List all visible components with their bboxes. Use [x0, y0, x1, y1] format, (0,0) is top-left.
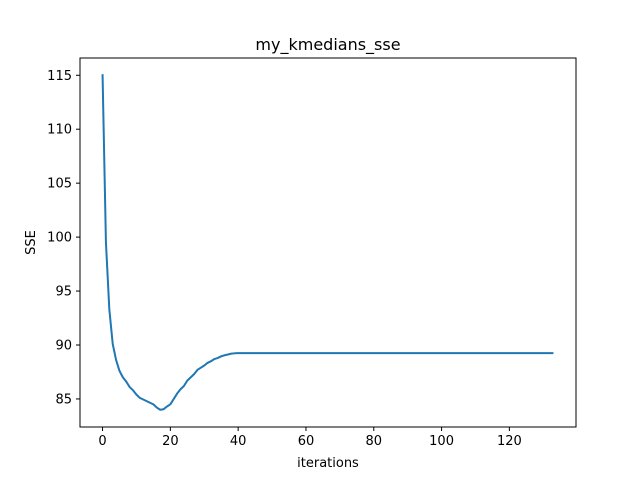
y-tick-label: 100: [47, 231, 72, 246]
y-tick-label: 95: [55, 285, 72, 300]
x-tick-label: 120: [497, 434, 522, 449]
y-axis: 85 90 95 100 105 110 115: [47, 69, 80, 407]
y-tick-label: 85: [55, 392, 72, 407]
y-tick-label: 110: [47, 123, 72, 138]
y-axis-label: SSE: [24, 230, 39, 255]
x-tick-label: 20: [162, 434, 179, 449]
chart-title: my_kmedians_sse: [255, 35, 400, 55]
plot-area: [101, 74, 554, 411]
y-tick-label: 90: [55, 339, 72, 354]
axes-frame: [79, 57, 577, 428]
x-tick-label: 60: [298, 434, 315, 449]
x-axis-label: iterations: [297, 456, 359, 471]
x-tick-label: 80: [365, 434, 382, 449]
series-line: [101, 74, 554, 411]
x-tick-label: 0: [98, 434, 106, 449]
x-axis: 0 20 40 60 80 100 120: [98, 427, 522, 449]
y-tick-label: 105: [47, 177, 72, 192]
x-tick-label: 100: [429, 434, 454, 449]
y-tick-label: 115: [47, 69, 72, 84]
x-tick-label: 40: [230, 434, 247, 449]
